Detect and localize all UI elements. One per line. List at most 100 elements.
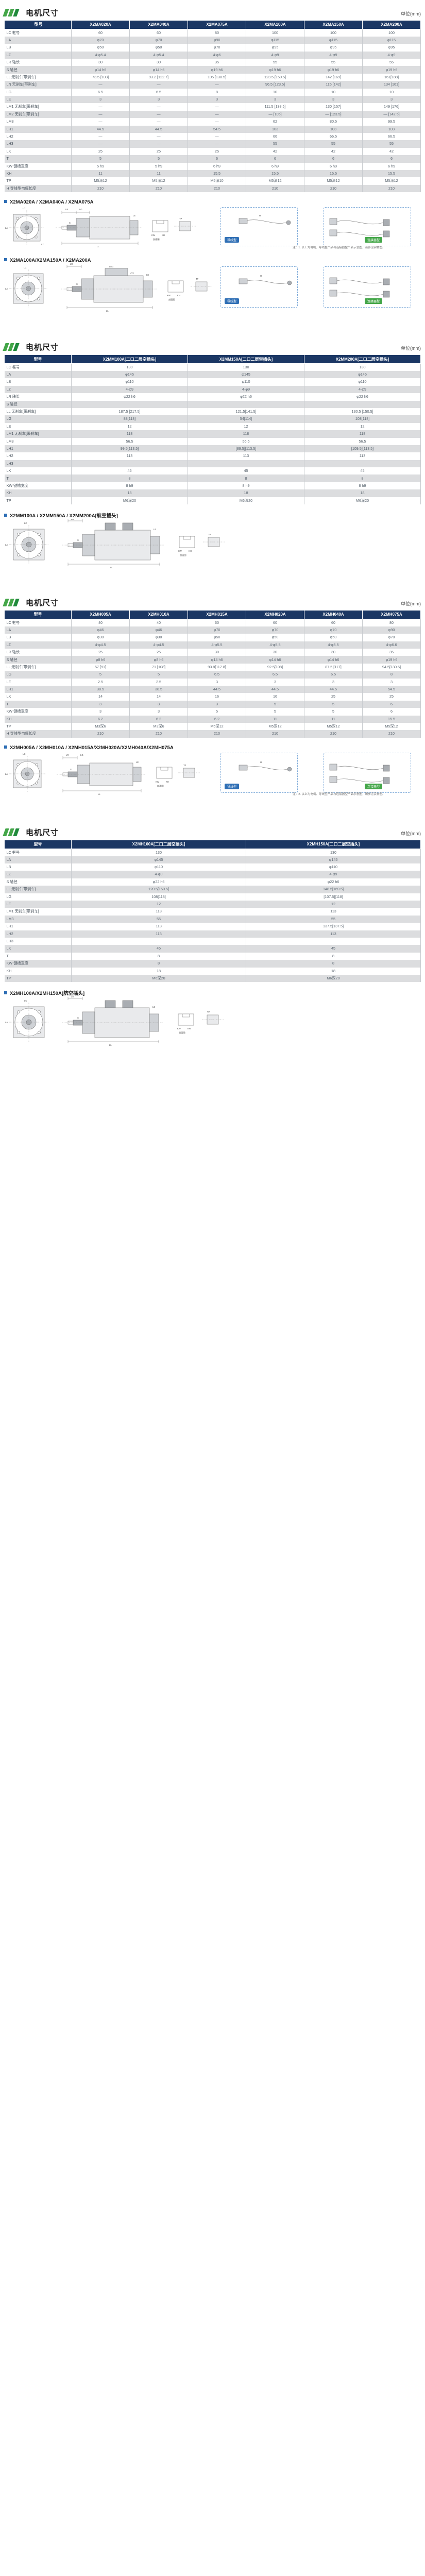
row-label: LC 框号: [4, 849, 72, 856]
table-cell: —: [188, 140, 246, 148]
table-cell: 71 [108]: [129, 663, 188, 671]
table-row: KW 键槽宽度 8 8: [4, 960, 421, 968]
row-label: LM3: [4, 118, 72, 126]
table-cell: 148.5[169.5]: [246, 886, 421, 893]
table-cell: 161[188]: [362, 73, 421, 81]
table-cell: 55: [362, 59, 421, 66]
table-row: LC 框号 40 40 60 60 60 80: [4, 619, 421, 626]
table-cell: 4-φ5.5: [246, 641, 304, 649]
table-cell: 113: [71, 908, 246, 916]
table-cell: 44.5: [304, 686, 363, 693]
slash-logo-icon: [3, 9, 22, 16]
table-cell: 113: [71, 923, 246, 930]
table-cell: φ22 h6: [304, 393, 421, 401]
row-label: KW 键槽宽度: [4, 162, 72, 170]
col-header-model: 型号: [4, 20, 72, 29]
table-cell: M5深12: [304, 177, 363, 185]
table-cell: φ145: [304, 370, 421, 379]
table-row: LL 无刹车[带刹车] 120.5[150.5] 148.5[169.5]: [4, 886, 421, 893]
table-cell: φ14 h6: [71, 66, 130, 74]
svg-text:剖面图: 剖面图: [179, 1031, 185, 1035]
svg-text:LL: LL: [106, 310, 109, 312]
table-cell: φ70: [304, 626, 363, 634]
table-row: LC 框号 130 130: [4, 849, 421, 856]
table-cell: [71, 937, 246, 945]
table-header-row-2: 型号 X2MM100A[二口二层空插头] X2MM150A[二口二层空插头] X…: [4, 354, 421, 364]
table-cell: M5深10: [188, 177, 246, 185]
table-cell: —: [71, 140, 130, 148]
table-cell: 10: [304, 88, 363, 96]
table-cell: 12: [304, 422, 421, 431]
unit-label-4: 单位(mm): [401, 831, 421, 836]
table-cell: 45: [71, 945, 246, 953]
row-label: LH1: [4, 445, 72, 453]
table-cell: 130: [246, 849, 421, 856]
table-cell: 6: [246, 155, 304, 163]
svg-text:LL: LL: [110, 566, 113, 568]
table-cell: 113: [246, 930, 421, 938]
table-cell: —: [129, 103, 188, 111]
table-cell: 25: [304, 693, 363, 701]
row-label: S 轴径: [4, 66, 72, 74]
table-row: LL 无刹车[带刹车] 187.5 [217.5] 121.5[141.5] 130.…: [4, 408, 421, 416]
table-cell: 99.5[113.5]: [71, 445, 188, 453]
svg-text:LC: LC: [24, 266, 26, 269]
table-row: LG 108[118] [107.5][118]: [4, 893, 421, 901]
table-cell: 15.5: [362, 170, 421, 178]
table-cell: 5: [71, 155, 130, 163]
table-row: LM3 55 55: [4, 915, 421, 923]
row-label: LH1: [4, 125, 72, 133]
row-label: LE: [4, 678, 72, 686]
table-row: LA φ145 φ145 φ145: [4, 370, 421, 379]
table-cell: 210: [246, 730, 304, 738]
table-cell: 130.5 [150.5]: [304, 408, 421, 416]
drawing-svg-mh: LA LC LL LR LG S LE KW KH 剖面图: [5, 753, 292, 795]
table-cell: 4-φ5.5: [188, 641, 246, 649]
drawing-block-mh: LA LC LL LR LG S LE KW KH 剖面图: [4, 750, 421, 798]
table-cell: φ90: [362, 626, 421, 634]
table-cell: 105 [138.5]: [188, 73, 246, 81]
svg-text:LR: LR: [65, 208, 68, 211]
bullet-square-icon-2: [4, 258, 7, 262]
table-cell: 8: [71, 952, 246, 960]
table-cell: 6: [362, 155, 421, 163]
table-cell: 80: [188, 29, 246, 37]
svg-text:KW: KW: [151, 234, 155, 236]
table-cell: —: [71, 110, 130, 118]
table-cell: 3: [129, 96, 188, 104]
table-cell: 3: [304, 678, 363, 686]
table-cell: —: [188, 110, 246, 118]
table-row: TP M5深12 M5深12 M5深10 M5深12 M5深12 M5深12: [4, 177, 421, 185]
table-cell: 44.5: [129, 125, 188, 133]
table-cell: 45: [188, 467, 304, 475]
table-cell: 108[118]: [304, 415, 421, 423]
table-cell: M3深6: [71, 722, 130, 731]
row-label: LM3: [4, 437, 72, 445]
table-row: LA φ46 φ46 φ70 φ70 φ70 φ90: [4, 626, 421, 634]
row-label: LG: [4, 415, 72, 423]
drawing-block-mm: LA LC LL LR S LE KW KH: [4, 519, 421, 569]
table-row: LM1 无刹车[带刹车] 118 118 118: [4, 430, 421, 438]
table-row: LH3— — —55 55 55: [4, 140, 421, 148]
table-cell: 4-φ9: [188, 385, 304, 394]
table-cell: 4-φ5.4: [71, 51, 130, 59]
row-label: LH3: [4, 140, 72, 148]
table-cell: —: [71, 118, 130, 126]
table-cell: 210: [71, 730, 130, 738]
table-cell: 8: [188, 474, 304, 482]
row-label: LZ: [4, 385, 72, 394]
slash-logo-icon-4: [3, 828, 22, 836]
table-cell: φ115: [362, 36, 421, 44]
row-label: LH2: [4, 930, 72, 938]
svg-text:LL: LL: [97, 245, 99, 248]
table-cell: φ50: [304, 634, 363, 641]
col-header-mm-2: X2MM200A[二口二层空插头]: [304, 354, 421, 364]
table-cell: 55: [246, 140, 304, 148]
row-label: T: [4, 155, 72, 163]
table-cell: 12: [71, 422, 188, 431]
table-cell: 8: [246, 960, 421, 968]
row-label: LZ: [4, 641, 72, 649]
table-row: S 轴径 φ14 h6 φ14 h6 φ19 h6 φ19 h6 φ19 h6 φ19 h6: [4, 66, 421, 74]
table-cell: 123.5 [150.5]: [246, 73, 304, 81]
